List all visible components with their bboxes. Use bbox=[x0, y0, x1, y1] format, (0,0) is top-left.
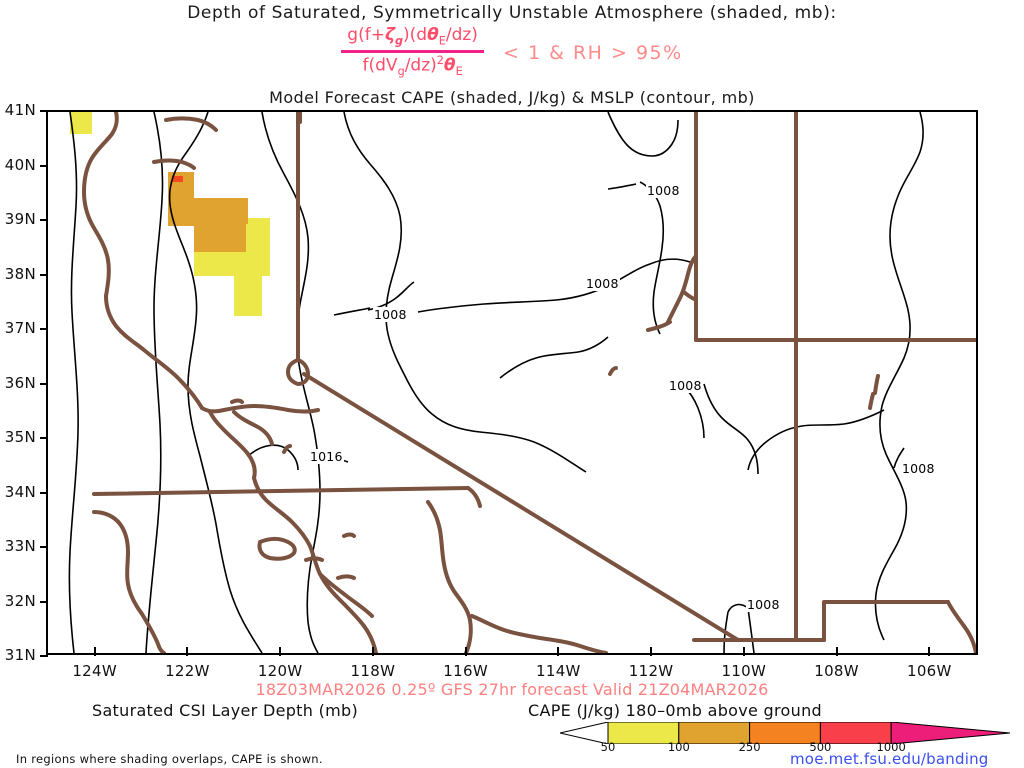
fraction-numerator: g(f+ζg)(dθE/dz) bbox=[347, 25, 478, 48]
overlap-note: In regions where shading overlaps, CAPE … bbox=[16, 752, 323, 766]
map-plot-area[interactable] bbox=[46, 110, 978, 655]
colorbar-tick-label: 250 bbox=[738, 740, 761, 754]
colorbar-band bbox=[678, 722, 751, 744]
latitude-axis: 41N 40N 39N 38N 37N 36N 35N 34N 33N 32N 31N bbox=[0, 100, 48, 670]
latitude-tick-label: 36N bbox=[4, 373, 36, 392]
longitude-tick-mark bbox=[557, 647, 560, 656]
site-url-link[interactable]: moe.met.fsu.edu/banding bbox=[790, 750, 989, 768]
latitude-tick-mark bbox=[40, 437, 48, 439]
longitude-tick-label: 112W bbox=[628, 662, 674, 680]
mslp-contour-layer bbox=[68, 112, 924, 653]
cape-colorbar-ticks: 50 100 250 500 1000 bbox=[560, 740, 1010, 754]
cape-colorbar[interactable] bbox=[560, 722, 1010, 744]
longitude-tick-label: 106W bbox=[906, 662, 952, 680]
mslp-contour-label: 1016 bbox=[309, 449, 344, 464]
mslp-contour-label: 1008 bbox=[373, 307, 408, 322]
longitude-tick-label: 110W bbox=[721, 662, 767, 680]
longitude-tick-mark bbox=[928, 647, 931, 656]
colorbar-tick-label: 100 bbox=[667, 740, 690, 754]
latitude-tick-mark bbox=[40, 600, 48, 603]
latitude-tick-label: 34N bbox=[4, 482, 36, 501]
latitude-tick-label: 40N bbox=[4, 155, 36, 174]
cape-colorbar-title: CAPE (J/kg) 180–0mb above ground bbox=[528, 701, 822, 720]
latitude-tick-label: 38N bbox=[4, 264, 36, 283]
mslp-contour-label: 1008 bbox=[668, 378, 703, 393]
latitude-tick-mark bbox=[40, 273, 48, 276]
latitude-tick-mark bbox=[40, 491, 48, 494]
latitude-tick-mark bbox=[40, 655, 48, 657]
longitude-axis: 124W 122W 120W 118W 116W 114W 112W 110W 108W 106W bbox=[0, 647, 1024, 680]
colorbar-band bbox=[749, 722, 821, 744]
colorbar-band bbox=[607, 722, 680, 744]
mslp-contour-label: 1008 bbox=[646, 183, 681, 198]
latitude-tick-label: 33N bbox=[4, 537, 36, 555]
latitude-tick-label: 31N bbox=[4, 646, 36, 664]
colorbar-tick-label: 500 bbox=[809, 740, 832, 754]
longitude-tick-label: 108W bbox=[814, 662, 859, 680]
latitude-tick-label: 32N bbox=[4, 591, 36, 610]
colorbar-band bbox=[890, 722, 1010, 744]
longitude-tick-label: 114W bbox=[536, 662, 581, 680]
longitude-tick-label: 124W bbox=[72, 662, 118, 680]
longitude-tick-label: 118W bbox=[350, 662, 396, 680]
longitude-tick-mark bbox=[650, 647, 653, 656]
latitude-tick-mark bbox=[40, 546, 48, 548]
latitude-tick-label: 41N bbox=[4, 101, 36, 119]
political-boundary-layer bbox=[82, 112, 976, 653]
latitude-tick-label: 35N bbox=[4, 428, 36, 446]
colorbar-band bbox=[819, 722, 892, 744]
longitude-tick-mark bbox=[186, 647, 189, 656]
longitude-tick-label: 122W bbox=[165, 662, 210, 680]
longitude-tick-label: 120W bbox=[257, 662, 303, 680]
longitude-tick-label: 116W bbox=[443, 662, 488, 680]
latitude-tick-mark bbox=[40, 110, 48, 112]
page-title: Depth of Saturated, Symmetrically Unstab… bbox=[187, 3, 837, 23]
csi-colorbar-title: Saturated CSI Layer Depth (mb) bbox=[92, 701, 358, 720]
longitude-tick-mark bbox=[742, 647, 745, 656]
csi-criterion-condition: < 1 & RH > 95% bbox=[503, 41, 683, 64]
colorbar-tick-label: 1000 bbox=[876, 740, 906, 754]
latitude-tick-mark bbox=[40, 219, 48, 221]
mslp-contour-label: 1008 bbox=[901, 461, 936, 476]
longitude-tick-mark bbox=[279, 647, 282, 656]
latitude-tick-mark bbox=[40, 328, 48, 330]
mslp-contour-label: 1008 bbox=[746, 597, 781, 612]
fraction-bar bbox=[341, 50, 484, 54]
latitude-tick-label: 39N bbox=[4, 210, 36, 228]
cape-shading-layer bbox=[70, 112, 270, 316]
longitude-tick-mark bbox=[835, 647, 838, 656]
fraction-denominator: f(dVg/dz)2θE bbox=[362, 54, 463, 79]
longitude-tick-mark bbox=[93, 647, 96, 656]
longitude-tick-mark bbox=[371, 647, 374, 656]
mslp-contour-label: 1008 bbox=[585, 276, 620, 291]
map-subtitle: Model Forecast CAPE (shaded, J/kg) & MSL… bbox=[269, 88, 755, 107]
latitude-tick-label: 37N bbox=[4, 319, 36, 337]
forecast-valid-line: 18Z03MAR2026 0.25º GFS 27hr forecast Val… bbox=[255, 680, 769, 699]
longitude-tick-mark bbox=[464, 647, 467, 656]
map-canvas bbox=[68, 112, 976, 653]
latitude-tick-mark bbox=[40, 382, 48, 385]
latitude-tick-mark bbox=[40, 164, 48, 167]
colorbar-tick-label: 50 bbox=[600, 740, 616, 754]
formula-block: g(f+ζg)(dθE/dz) f(dVg/dz)2θE < 1 & RH > … bbox=[0, 25, 1024, 79]
header-block: Depth of Saturated, Symmetrically Unstab… bbox=[0, 0, 1024, 107]
csi-criterion-fraction: g(f+ζg)(dθE/dz) f(dVg/dz)2θE bbox=[341, 25, 484, 79]
